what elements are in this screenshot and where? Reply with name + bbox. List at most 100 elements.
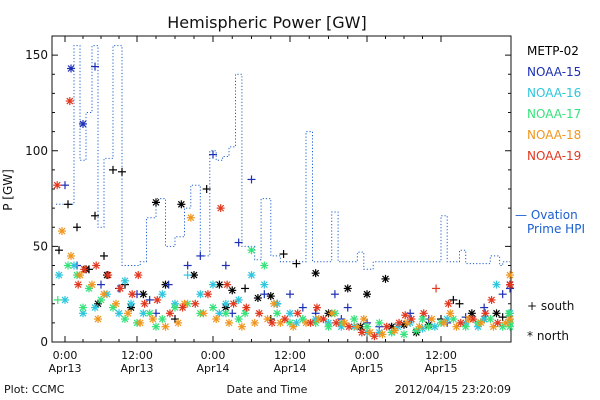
marker-star-d2 xyxy=(230,300,237,308)
noaa-18-north-point xyxy=(477,318,486,327)
metp-02-south-point xyxy=(449,295,458,304)
noaa-16-north-point xyxy=(127,299,135,308)
marker-star-d2 xyxy=(286,309,294,317)
marker-star-d2 xyxy=(400,330,408,338)
marker-star-d2 xyxy=(494,319,502,327)
marker-star-d2 xyxy=(97,296,105,304)
marker-star-d2 xyxy=(242,304,250,311)
ovation-prime-line xyxy=(56,45,510,270)
metp-02-north-point xyxy=(215,280,224,289)
noaa-15-south-point xyxy=(247,175,256,184)
noaa-18-north-point xyxy=(366,328,375,337)
y-tick-label: 50 xyxy=(33,239,48,253)
marker-star-d2 xyxy=(92,262,100,269)
noaa-15-north-point xyxy=(67,64,75,73)
x-axis-label: Date and Time xyxy=(227,383,308,396)
metp-02-north-point xyxy=(311,269,320,278)
noaa-15-north-point xyxy=(79,119,87,128)
metp-02-south-point xyxy=(202,185,211,193)
x-tick-time: 12:00 xyxy=(274,349,306,362)
metp-02-north-point xyxy=(467,309,476,318)
marker-star-d2 xyxy=(204,290,212,298)
noaa-19-north-point xyxy=(332,318,341,327)
noaa-16-north-point xyxy=(91,303,99,312)
marker-star-d2 xyxy=(260,281,268,289)
marker-star-d2 xyxy=(353,323,361,331)
marker-star-d2 xyxy=(134,271,142,279)
noaa-19-north-point xyxy=(481,309,490,318)
marker-star-d2 xyxy=(74,281,82,289)
noaa-18-north-point xyxy=(440,318,449,327)
noaa-17-north-point xyxy=(350,315,359,324)
noaa-15-south-point xyxy=(343,303,352,312)
noaa-17-north-point xyxy=(247,246,256,255)
noaa-19-north-point xyxy=(401,311,410,320)
noaa-15-south-point xyxy=(330,290,339,299)
noaa-16-north-point xyxy=(139,309,148,318)
noaa-19-north-point xyxy=(165,309,174,318)
noaa-15-south-point xyxy=(260,290,269,299)
marker-star-d2 xyxy=(88,281,96,289)
noaa-19-north-point xyxy=(382,322,391,331)
metp-02-south-point xyxy=(241,284,250,293)
marker-star-d2 xyxy=(128,290,136,298)
marker-star-d2 xyxy=(209,304,217,311)
noaa-19-north-point xyxy=(53,181,62,190)
marker-star-d2 xyxy=(152,198,160,206)
marker-star-d2 xyxy=(506,323,514,331)
legend-marker-south: + south xyxy=(527,299,574,313)
marker-star-d2 xyxy=(196,290,204,298)
noaa-19-north-point xyxy=(357,328,366,337)
marker-star-d2 xyxy=(217,204,225,212)
noaa-18-north-point xyxy=(353,322,362,331)
marker-star-d2 xyxy=(506,271,514,279)
marker-star-d2 xyxy=(345,323,353,331)
marker-star-d2 xyxy=(116,285,124,292)
marker-star-d2 xyxy=(215,281,223,289)
noaa-18-north-point xyxy=(427,315,436,324)
noaa-17-north-point xyxy=(273,309,282,318)
noaa-18-north-point xyxy=(76,271,84,280)
noaa-19-north-point xyxy=(319,315,328,324)
noaa-16-north-point xyxy=(260,280,269,289)
noaa-17-north-point xyxy=(121,315,129,324)
noaa-19-north-point xyxy=(268,318,277,327)
metp-02-south-point xyxy=(279,250,288,259)
marker-star-d2 xyxy=(344,285,352,292)
marker-star-d2 xyxy=(325,323,332,331)
marker-star-d2 xyxy=(477,319,485,327)
marker-star-d2 xyxy=(70,262,78,269)
marker-star-d2 xyxy=(254,294,262,302)
noaa-18-north-point xyxy=(186,213,195,222)
noaa-18-north-point xyxy=(212,315,221,324)
noaa-16-north-point xyxy=(286,309,294,318)
noaa-16-north-point xyxy=(234,295,243,304)
noaa-18-north-point xyxy=(390,326,399,335)
marker-star-d2 xyxy=(158,290,166,298)
marker-star-d2 xyxy=(166,309,174,317)
marker-star-d2 xyxy=(235,296,243,304)
marker-star-d2 xyxy=(187,214,195,222)
marker-star-d2 xyxy=(273,309,281,317)
noaa-19-north-point xyxy=(229,299,238,308)
marker-star-d2 xyxy=(190,271,198,279)
noaa-19-north-point xyxy=(65,97,74,106)
marker-star-d2 xyxy=(506,315,514,323)
noaa-15-south-point xyxy=(164,280,173,289)
noaa-19-north-point xyxy=(493,318,502,327)
marker-star-d2 xyxy=(64,262,72,269)
marker-star-d2 xyxy=(104,271,112,279)
noaa-17-north-point xyxy=(241,309,250,318)
marker-star-d2 xyxy=(375,329,383,336)
marker-star-d2 xyxy=(289,323,297,331)
legend-entry-noaa-18: NOAA-18 xyxy=(527,128,581,142)
metp-02-south-point xyxy=(55,246,63,255)
marker-star-d2 xyxy=(121,277,129,285)
noaa-18-north-point xyxy=(88,280,96,289)
marker-star-d2 xyxy=(191,300,199,308)
marker-star-d2 xyxy=(268,319,276,327)
noaa-16-north-point xyxy=(418,324,427,333)
noaa-18-north-point xyxy=(269,299,278,308)
noaa-18-north-point xyxy=(94,315,102,324)
marker-star-d2 xyxy=(281,315,289,323)
